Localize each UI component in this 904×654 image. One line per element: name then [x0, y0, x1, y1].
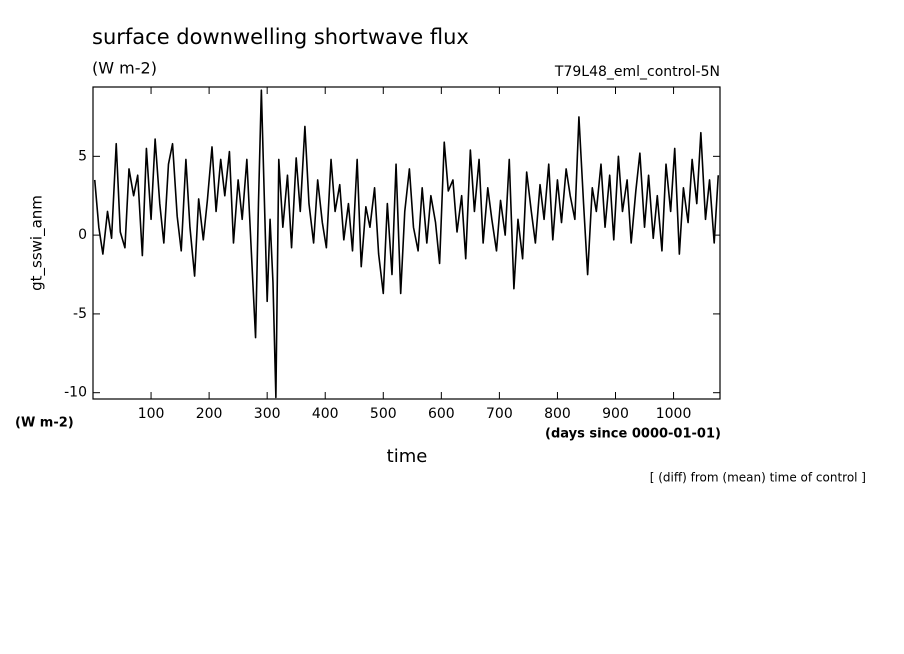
- x-tick-label: 900: [602, 406, 629, 422]
- y-tick-label: 0: [78, 227, 87, 243]
- x-tick-label: 300: [254, 406, 281, 422]
- x-tick-label: 500: [370, 406, 397, 422]
- chart-title: surface downwelling shortwave flux: [92, 25, 469, 49]
- x-tick-label: 700: [486, 406, 513, 422]
- x-axis-label: time: [387, 446, 428, 467]
- y-tick-label: -10: [64, 385, 87, 401]
- y-unit: (W m-2): [15, 416, 74, 431]
- run-label: T79L48_eml_control-5N: [554, 64, 720, 80]
- data-line: [93, 89, 720, 399]
- plot-frame: [92, 86, 721, 400]
- x-tick-label: 200: [196, 406, 223, 422]
- x-tick-label: 100: [138, 406, 165, 422]
- x-tick-label: 400: [312, 406, 339, 422]
- subtitle: (W m-2): [92, 59, 157, 78]
- y-tick-label: 5: [78, 148, 87, 164]
- x-tick-label: 1000: [656, 406, 692, 422]
- y-tick-label: -5: [73, 306, 87, 322]
- x-tick-label: 600: [428, 406, 455, 422]
- x-unit: (days since 0000-01-01): [545, 427, 721, 442]
- y-axis-label: gt_sswi_anm: [28, 195, 47, 291]
- note: [ (diff) from (mean) time of control ]: [650, 471, 866, 485]
- x-tick-label: 800: [544, 406, 571, 422]
